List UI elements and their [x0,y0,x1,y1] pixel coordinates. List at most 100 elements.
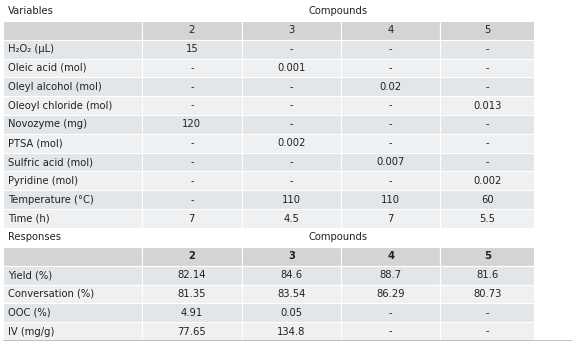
Text: 110: 110 [381,195,400,205]
Text: 81.35: 81.35 [178,289,206,299]
Text: 81.6: 81.6 [476,270,499,280]
Text: 7: 7 [189,214,195,224]
Bar [341,247,441,266]
Bar [242,266,341,284]
Bar [441,96,534,115]
Bar [441,134,534,153]
Bar [441,190,534,209]
Bar [142,77,242,96]
Text: Variables: Variables [8,7,54,16]
Bar [441,247,534,266]
Bar [242,190,341,209]
Bar [341,303,441,322]
Bar [341,96,441,115]
Bar [341,322,441,341]
Text: Compounds: Compounds [308,7,368,16]
Text: 0.013: 0.013 [473,100,501,110]
Text: -: - [389,119,393,129]
Text: -: - [485,119,489,129]
Text: 134.8: 134.8 [277,327,305,336]
Bar [242,134,341,153]
Bar [3,190,142,209]
Text: -: - [190,195,194,205]
Bar [441,172,534,190]
Bar [341,153,441,172]
Bar [142,2,534,21]
Bar [3,21,142,40]
Bar [341,115,441,134]
Text: 0.05: 0.05 [280,308,303,318]
Text: -: - [485,82,489,92]
Text: 0.02: 0.02 [379,82,402,92]
Text: Time (h): Time (h) [8,214,50,224]
Text: Oleyl alcohol (mol): Oleyl alcohol (mol) [8,82,102,92]
Text: 3: 3 [288,25,295,35]
Text: 60: 60 [481,195,493,205]
Text: -: - [485,44,489,54]
Bar [142,322,242,341]
Text: PTSA (mol): PTSA (mol) [8,138,62,148]
Bar [3,134,142,153]
Bar [142,303,242,322]
Text: 3: 3 [288,251,295,261]
Text: -: - [485,157,489,167]
Text: -: - [389,327,393,336]
Text: 4.91: 4.91 [180,308,203,318]
Bar [142,96,242,115]
Bar [142,247,242,266]
Text: 5: 5 [484,25,490,35]
Bar [3,115,142,134]
Bar [441,303,534,322]
Bar [242,115,341,134]
Bar [142,228,534,247]
Bar [242,40,341,59]
Bar [242,59,341,77]
Text: Conversation (%): Conversation (%) [8,289,94,299]
Text: 4: 4 [387,25,394,35]
Text: -: - [485,63,489,73]
Bar [441,77,534,96]
Bar [142,190,242,209]
Bar [242,209,341,228]
Bar [3,2,142,21]
Text: -: - [289,157,293,167]
Bar [142,115,242,134]
Bar [142,134,242,153]
Bar [142,266,242,284]
Bar [3,77,142,96]
Bar [242,322,341,341]
Bar [341,40,441,59]
Text: IV (mg/g): IV (mg/g) [8,327,54,336]
Bar [3,59,142,77]
Text: -: - [190,63,194,73]
Text: -: - [485,308,489,318]
Text: Sulfric acid (mol): Sulfric acid (mol) [8,157,93,167]
Text: -: - [289,119,293,129]
Bar [242,153,341,172]
Bar [341,134,441,153]
Text: 4.5: 4.5 [283,214,299,224]
Text: -: - [389,308,393,318]
Text: Pyridine (mol): Pyridine (mol) [8,176,78,186]
Bar [441,21,534,40]
Bar [3,228,142,247]
Text: 120: 120 [182,119,201,129]
Bar [3,153,142,172]
Bar [441,209,534,228]
Bar [142,153,242,172]
Bar [242,172,341,190]
Bar [441,284,534,303]
Text: 77.65: 77.65 [178,327,206,336]
Bar [242,21,341,40]
Text: 83.54: 83.54 [277,289,305,299]
Bar [242,284,341,303]
Bar [242,96,341,115]
Text: Temperature (°C): Temperature (°C) [8,195,94,205]
Bar [341,266,441,284]
Bar [441,266,534,284]
Text: 5.5: 5.5 [479,214,495,224]
Bar [341,284,441,303]
Bar [3,284,142,303]
Text: -: - [485,327,489,336]
Text: -: - [485,138,489,148]
